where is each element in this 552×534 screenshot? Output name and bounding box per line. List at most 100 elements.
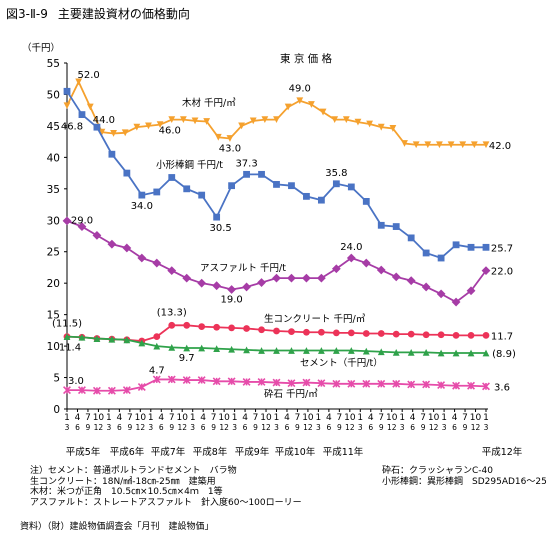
- data-point: [243, 346, 250, 354]
- data-label: 22.0: [491, 267, 513, 278]
- data-point: [437, 349, 445, 357]
- data-point: [145, 122, 152, 130]
- y-tick-label: 10: [47, 341, 60, 353]
- data-point: [447, 141, 455, 149]
- data-point: [347, 183, 355, 191]
- data-point: [422, 348, 430, 356]
- data-point: [412, 141, 420, 149]
- data-point: [366, 120, 374, 128]
- y-tick-label: 0: [53, 404, 60, 416]
- data-point: [362, 347, 370, 355]
- data-point: [138, 191, 146, 199]
- data-point: [308, 101, 315, 108]
- data-label: 42.0: [489, 141, 511, 152]
- data-point: [213, 213, 221, 221]
- data-point: [226, 135, 234, 142]
- data-point: [303, 192, 310, 200]
- data-label: 34.0: [131, 201, 153, 212]
- data-point: [168, 321, 176, 329]
- year-label: 平成5年: [66, 446, 101, 458]
- data-point: [391, 272, 401, 282]
- data-point: [63, 386, 71, 395]
- data-point: [228, 324, 236, 332]
- x-tick-label: 10 12: [428, 413, 440, 432]
- data-point: [437, 381, 446, 390]
- y-tick-label: 35: [47, 184, 60, 196]
- data-point: [228, 182, 236, 190]
- data-point: [422, 331, 430, 339]
- data-point: [302, 378, 311, 387]
- data-point: [243, 170, 250, 178]
- y-tick-label: 40: [47, 152, 60, 164]
- data-point: [317, 347, 325, 354]
- data-point: [197, 376, 206, 385]
- data-label: 37.3: [235, 158, 257, 169]
- data-point: [331, 264, 341, 274]
- y-tick-label: 20: [47, 278, 60, 290]
- y-tick-label: 50: [47, 89, 60, 101]
- data-point: [407, 234, 415, 242]
- y-tick-label: 55: [47, 58, 60, 70]
- data-point: [316, 273, 326, 283]
- data-point: [362, 330, 370, 337]
- data-label: 46.0: [159, 126, 181, 137]
- x-tick-label: 10 12: [218, 413, 230, 432]
- data-point: [133, 123, 141, 131]
- data-point: [273, 327, 280, 335]
- data-point: [198, 344, 206, 352]
- data-label: 3.6: [494, 382, 510, 393]
- data-point: [227, 377, 236, 386]
- data-label: 9.7: [179, 353, 195, 364]
- chart-notes: 注）セメント：普通ポルトランドセメント バラ物 砕石：クラッシャランC-40 生コ…: [30, 466, 547, 508]
- data-point: [347, 347, 355, 354]
- data-point: [108, 150, 116, 158]
- data-point: [227, 285, 237, 294]
- y-axis-label: （千円）: [22, 42, 60, 54]
- data-point: [273, 347, 280, 354]
- data-point: [212, 281, 222, 291]
- data-point: [482, 382, 490, 391]
- data-point: [288, 328, 295, 336]
- year-label: 平成7年: [151, 446, 186, 458]
- data-point: [257, 278, 266, 287]
- y-tick-label: 45: [47, 121, 60, 133]
- data-point: [287, 273, 296, 283]
- x-tick-label: 10 12: [93, 413, 105, 432]
- data-point: [92, 230, 102, 240]
- data-label: 11.7: [491, 331, 513, 342]
- data-point: [242, 282, 251, 292]
- data-point: [482, 141, 490, 149]
- data-point: [377, 123, 385, 131]
- data-point: [258, 170, 265, 178]
- data-point: [437, 254, 445, 262]
- data-point: [377, 348, 385, 356]
- data-point: [167, 266, 177, 275]
- note-row: 木材：米つが正角 10.5㎝×10.5㎝×4ｍ 1等: [30, 487, 302, 498]
- figure-number: 図3-Ⅱ-9: [6, 7, 48, 21]
- note-gravel: 砕石：クラッシャランC-40: [382, 466, 493, 476]
- data-point: [198, 323, 206, 330]
- data-point: [407, 348, 415, 356]
- data-point: [191, 117, 199, 125]
- data-point: [168, 174, 176, 181]
- data-point: [137, 253, 147, 263]
- data-point: [212, 377, 221, 386]
- data-point: [467, 381, 476, 390]
- data-point: [137, 383, 146, 391]
- data-point: [183, 344, 191, 352]
- data-point: [347, 329, 355, 337]
- data-point: [437, 331, 445, 339]
- data-point: [107, 386, 116, 395]
- data-point: [452, 381, 461, 390]
